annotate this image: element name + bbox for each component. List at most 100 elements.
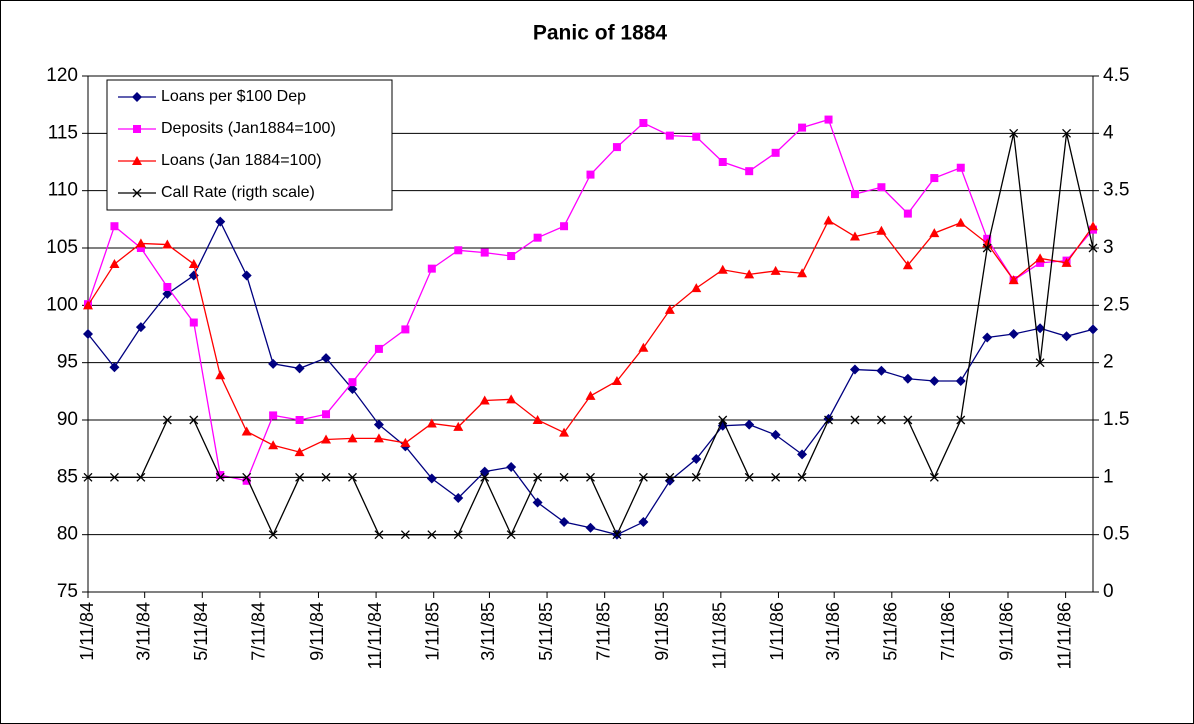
x-tick-label: 11/11/84 — [365, 602, 385, 669]
marker — [823, 215, 834, 225]
marker — [638, 342, 649, 352]
marker — [348, 472, 357, 482]
y2-tick-label: 3 — [1103, 237, 1114, 258]
marker — [823, 413, 834, 424]
marker — [718, 158, 727, 166]
marker — [374, 530, 384, 540]
marker — [294, 447, 305, 457]
y2-tick-label: 4 — [1103, 122, 1114, 143]
marker — [322, 410, 331, 419]
marker — [1035, 323, 1046, 334]
marker — [1008, 275, 1019, 285]
marker — [929, 472, 939, 482]
marker — [612, 143, 621, 152]
x-tick-label: 7/11/85 — [593, 602, 613, 661]
marker — [560, 222, 569, 231]
marker — [664, 304, 675, 314]
marker — [1088, 221, 1098, 231]
x-tick-label: 11/11/85 — [710, 602, 730, 669]
marker — [109, 472, 119, 482]
marker — [268, 358, 279, 369]
marker — [876, 415, 886, 425]
marker — [189, 415, 199, 425]
marker — [745, 167, 754, 176]
marker — [506, 530, 516, 540]
marker — [136, 244, 145, 252]
y2-tick-label: 1.5 — [1103, 409, 1129, 430]
legend-label: Loans (Jan 1884=100) — [161, 152, 322, 169]
y-tick-label: 120 — [46, 65, 78, 86]
marker — [955, 376, 966, 387]
marker — [426, 473, 437, 484]
marker — [132, 92, 142, 102]
marker — [982, 332, 993, 343]
y-tick-label: 90 — [57, 409, 78, 430]
y2-tick-label: 2 — [1103, 352, 1114, 373]
marker — [453, 421, 464, 431]
marker — [321, 434, 332, 444]
x-tick-label: 9/11/86 — [997, 602, 1017, 661]
marker — [215, 216, 226, 227]
x-tick-label: 9/11/85 — [652, 602, 672, 661]
marker — [665, 131, 674, 140]
marker — [1062, 128, 1072, 138]
marker — [586, 472, 595, 482]
x-tick-label: 3/11/84 — [133, 602, 153, 661]
marker — [295, 416, 304, 424]
marker — [241, 426, 252, 436]
x-tick-label: 7/11/86 — [938, 602, 958, 661]
chart-title: Panic of 1884 — [533, 22, 668, 45]
marker — [1009, 128, 1019, 138]
marker — [612, 530, 622, 540]
marker — [639, 119, 648, 128]
marker — [770, 265, 781, 275]
marker — [956, 415, 966, 425]
marker — [135, 322, 146, 333]
marker — [691, 283, 702, 293]
y-tick-label: 95 — [57, 352, 78, 373]
marker — [692, 132, 701, 141]
marker — [982, 243, 992, 253]
marker — [533, 472, 543, 482]
marker — [955, 217, 966, 227]
marker — [294, 363, 305, 374]
marker — [797, 268, 808, 278]
y2-tick-label: 1 — [1103, 466, 1114, 487]
marker — [268, 440, 279, 450]
x-tick-label: 1/11/84 — [77, 602, 97, 661]
x-tick-label: 9/11/84 — [307, 602, 327, 661]
y-tick-label: 85 — [57, 466, 78, 487]
marker — [850, 415, 860, 425]
marker — [216, 471, 225, 480]
x-tick-label: 11/11/86 — [1054, 602, 1074, 669]
marker — [1035, 358, 1045, 368]
marker — [665, 472, 675, 482]
marker — [797, 449, 808, 460]
y-tick-label: 115 — [48, 122, 78, 143]
legend-box — [106, 79, 393, 211]
marker — [876, 365, 887, 376]
marker — [797, 472, 807, 482]
y2-tick-label: 0.5 — [1103, 524, 1129, 545]
x-tick-label: 5/11/86 — [881, 602, 901, 661]
marker — [189, 318, 198, 327]
marker — [532, 497, 543, 508]
marker — [850, 190, 859, 199]
marker — [109, 362, 120, 373]
marker — [321, 472, 331, 482]
marker — [295, 472, 305, 482]
marker — [241, 270, 252, 281]
marker — [1035, 253, 1046, 263]
marker — [877, 183, 886, 192]
x-tick-label: 1/11/85 — [422, 602, 442, 661]
marker — [586, 170, 595, 179]
marker — [638, 517, 649, 528]
y2-tick-label: 2.5 — [1103, 294, 1129, 315]
marker — [585, 522, 596, 533]
marker — [400, 530, 410, 540]
marker — [532, 415, 543, 424]
marker — [133, 125, 141, 133]
marker — [426, 418, 437, 428]
legend-label: Loans per $100 Dep — [161, 88, 306, 105]
y-tick-label: 75 — [57, 581, 78, 602]
